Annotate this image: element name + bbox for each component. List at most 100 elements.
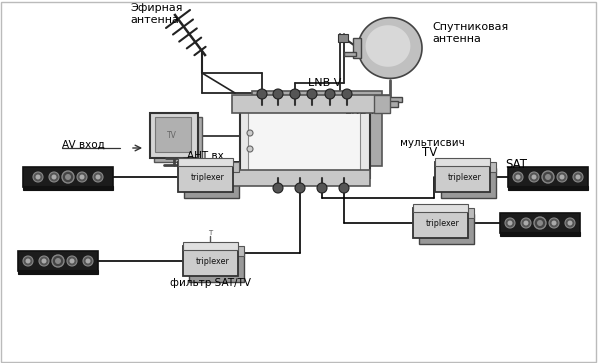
Bar xyxy=(178,158,233,166)
Circle shape xyxy=(55,258,61,264)
Bar xyxy=(378,97,402,102)
Circle shape xyxy=(62,171,74,183)
Bar xyxy=(18,251,98,271)
Circle shape xyxy=(51,175,56,179)
Circle shape xyxy=(575,175,581,179)
Bar xyxy=(435,162,490,192)
Circle shape xyxy=(77,172,87,182)
Text: фильтр SAT/TV: фильтр SAT/TV xyxy=(169,278,251,288)
Bar xyxy=(23,167,113,187)
Text: triplexer: triplexer xyxy=(448,172,482,182)
Bar xyxy=(183,242,238,250)
Text: LNB V: LNB V xyxy=(308,78,341,88)
Circle shape xyxy=(35,175,41,179)
Circle shape xyxy=(83,256,93,266)
Bar xyxy=(441,168,496,198)
Circle shape xyxy=(529,172,539,182)
Circle shape xyxy=(505,218,515,228)
Text: SAT: SAT xyxy=(505,159,527,171)
Circle shape xyxy=(325,89,335,99)
Circle shape xyxy=(513,172,523,182)
Bar xyxy=(508,167,588,187)
Circle shape xyxy=(290,89,300,99)
Circle shape xyxy=(69,258,75,264)
Text: T: T xyxy=(208,230,212,236)
Circle shape xyxy=(549,218,559,228)
Bar xyxy=(189,246,244,256)
Bar xyxy=(155,117,191,152)
Circle shape xyxy=(257,89,267,99)
Bar xyxy=(150,113,198,158)
Bar xyxy=(184,162,239,172)
Circle shape xyxy=(545,174,551,180)
Bar xyxy=(353,38,361,58)
Circle shape xyxy=(573,172,583,182)
Bar xyxy=(184,168,239,198)
Circle shape xyxy=(86,258,90,264)
Circle shape xyxy=(295,183,305,193)
Bar xyxy=(508,186,588,190)
Bar xyxy=(189,252,244,282)
Bar xyxy=(419,208,474,218)
Circle shape xyxy=(568,220,572,225)
Circle shape xyxy=(23,256,33,266)
Text: TV: TV xyxy=(167,131,177,139)
Bar xyxy=(18,270,98,274)
Bar xyxy=(338,34,348,42)
Circle shape xyxy=(247,146,253,152)
Circle shape xyxy=(49,172,59,182)
Bar xyxy=(248,109,360,172)
Circle shape xyxy=(273,89,283,99)
Circle shape xyxy=(565,218,575,228)
Circle shape xyxy=(537,220,543,226)
Circle shape xyxy=(557,172,567,182)
Circle shape xyxy=(93,172,103,182)
Circle shape xyxy=(342,89,352,99)
Circle shape xyxy=(523,220,529,225)
Text: мультисвич: мультисвич xyxy=(400,138,465,148)
Bar xyxy=(232,95,390,113)
Bar xyxy=(435,158,490,166)
Circle shape xyxy=(560,175,565,179)
Bar xyxy=(23,186,113,190)
Circle shape xyxy=(247,130,253,136)
Bar xyxy=(413,204,468,212)
Text: Эфирная
антенна: Эфирная антенна xyxy=(130,3,182,25)
Circle shape xyxy=(273,183,283,193)
Circle shape xyxy=(542,171,554,183)
Text: Спутниковая
антенна: Спутниковая антенна xyxy=(432,22,508,44)
Bar xyxy=(500,232,580,236)
Circle shape xyxy=(65,174,71,180)
Circle shape xyxy=(41,258,47,264)
Circle shape xyxy=(534,217,546,229)
Circle shape xyxy=(508,220,512,225)
Circle shape xyxy=(551,220,557,225)
Bar xyxy=(344,52,356,56)
Bar xyxy=(500,213,580,233)
Bar xyxy=(240,103,370,178)
Circle shape xyxy=(26,258,30,264)
Text: TV: TV xyxy=(422,147,438,159)
Text: triplexer: triplexer xyxy=(196,257,230,265)
Circle shape xyxy=(515,175,520,179)
Circle shape xyxy=(67,256,77,266)
Bar xyxy=(183,246,238,276)
Bar xyxy=(413,208,468,238)
Text: АНТ вх: АНТ вх xyxy=(187,151,224,161)
Circle shape xyxy=(532,175,536,179)
Bar xyxy=(382,101,398,107)
Bar xyxy=(232,170,370,186)
Polygon shape xyxy=(358,17,422,78)
Circle shape xyxy=(33,172,43,182)
Circle shape xyxy=(521,218,531,228)
Text: AV вход: AV вход xyxy=(62,140,105,150)
Bar xyxy=(441,162,496,172)
Bar xyxy=(178,162,233,192)
Circle shape xyxy=(39,256,49,266)
Bar xyxy=(154,117,202,162)
Bar xyxy=(252,91,382,166)
Text: LNB H: LNB H xyxy=(345,106,379,116)
Text: triplexer: triplexer xyxy=(426,219,460,228)
Circle shape xyxy=(80,175,84,179)
Circle shape xyxy=(96,175,100,179)
